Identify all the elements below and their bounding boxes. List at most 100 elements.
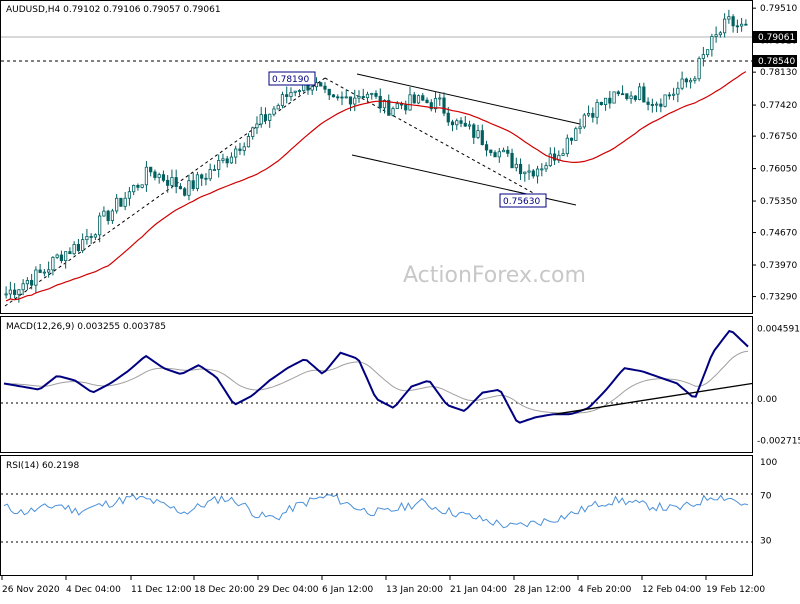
candle-body: [217, 160, 221, 170]
candle-body: [714, 34, 718, 37]
candle-body: [395, 103, 399, 109]
candle-body: [234, 148, 238, 158]
candle-body: [30, 280, 34, 286]
candle-body: [723, 18, 727, 34]
candle-body: [578, 126, 582, 130]
candle-body: [616, 91, 620, 95]
candle-body: [374, 92, 378, 97]
time-tick-label: 28 Jan 12:00: [514, 585, 571, 595]
candle-body: [195, 174, 200, 189]
candle-body: [149, 166, 153, 173]
candle-body: [586, 112, 591, 116]
candle-body: [727, 16, 731, 20]
candle-body: [701, 54, 705, 59]
price-axis: 0.795100.788100.781300.774200.767500.760…: [752, 4, 797, 303]
annot-high: 0.78190: [268, 71, 316, 86]
candle-body: [191, 180, 195, 189]
candle-body: [136, 184, 140, 188]
time-tick-label: 6 Jan 12:00: [322, 585, 374, 595]
candle-body: [25, 280, 29, 285]
candle-body: [527, 170, 531, 173]
candle-body: [382, 100, 387, 109]
candle-body: [276, 105, 280, 110]
fib-dashed-down: [324, 77, 547, 201]
candle-body: [55, 254, 59, 258]
moving-average-line: [5, 71, 747, 302]
price-tick-label: 0.79510: [760, 4, 797, 14]
candle-body: [603, 97, 608, 106]
candle-body: [331, 94, 336, 98]
candle-body: [259, 114, 263, 125]
candle-body: [251, 127, 255, 137]
candle-body: [323, 85, 327, 90]
candle-body: [612, 91, 616, 104]
candle-body: [654, 103, 659, 106]
candle-body: [106, 210, 110, 221]
candle-body: [540, 168, 544, 171]
candle-body: [289, 91, 293, 97]
time-tick-label: 4 Feb 20:00: [578, 585, 632, 595]
candle-body: [625, 93, 629, 100]
candle-body: [365, 93, 370, 99]
candle-body: [297, 90, 302, 92]
candle-body: [340, 96, 344, 99]
candle-body: [663, 94, 667, 107]
candle-body: [110, 210, 115, 221]
candle-body: [680, 78, 684, 89]
candle-body: [404, 104, 408, 111]
price-tick-label: 0.78130: [760, 68, 797, 78]
candle-body: [514, 163, 518, 169]
candle-body: [472, 124, 476, 138]
candle-body: [476, 130, 480, 138]
price-tick-label: 0.74670: [760, 229, 797, 239]
candle-body: [637, 86, 642, 100]
time-tick-label: 26 Nov 2020: [2, 585, 60, 595]
candle-body: [102, 210, 106, 217]
candle-body: [697, 58, 701, 80]
candle-body: [582, 114, 586, 128]
candles-group: [4, 9, 748, 303]
macd-header: MACD(12,26,9) 0.003255 0.003785: [6, 322, 166, 332]
candle-body: [370, 92, 374, 95]
candle-body: [68, 251, 72, 255]
candle-body: [98, 215, 102, 236]
candle-body: [378, 95, 382, 109]
candle-body: [81, 239, 85, 251]
candle-body: [51, 256, 55, 271]
candle-body: [178, 186, 183, 190]
candle-body: [153, 171, 157, 178]
candle-body: [357, 96, 361, 99]
candle-body: [391, 108, 395, 116]
candle-body: [544, 165, 548, 170]
candle-body: [548, 153, 552, 167]
candle-body: [255, 123, 259, 129]
candle-body: [523, 171, 527, 175]
candle-body: [344, 96, 348, 99]
candle-body: [144, 166, 149, 186]
time-tick-label: 19 Feb 12:00: [706, 585, 765, 595]
candle-body: [740, 23, 744, 27]
candle-body: [170, 177, 174, 186]
candle-body: [229, 156, 234, 164]
candle-body: [408, 94, 412, 111]
candle-body: [459, 120, 463, 124]
time-tick-label: 4 Dec 04:00: [66, 585, 121, 595]
current-price-tag: 0.79061: [753, 31, 797, 43]
rsi-axis: 100 70 30: [760, 458, 777, 546]
candle-body: [34, 269, 38, 286]
svg-text:0.78190: 0.78190: [272, 75, 309, 85]
candle-body: [353, 97, 357, 105]
candle-body: [467, 124, 472, 127]
price-tick-label: 0.73970: [760, 261, 797, 271]
candle-body: [497, 151, 501, 158]
candle-body: [119, 197, 123, 207]
candle-body: [272, 108, 276, 115]
macd-line: [3, 329, 749, 424]
time-tick-label: 12 Feb 04:00: [642, 585, 701, 595]
candle-body: [212, 169, 217, 171]
macd-tick-label: 0.004591: [757, 324, 800, 334]
candle-body: [268, 113, 272, 121]
candle-body: [510, 152, 514, 169]
candle-body: [450, 121, 455, 126]
